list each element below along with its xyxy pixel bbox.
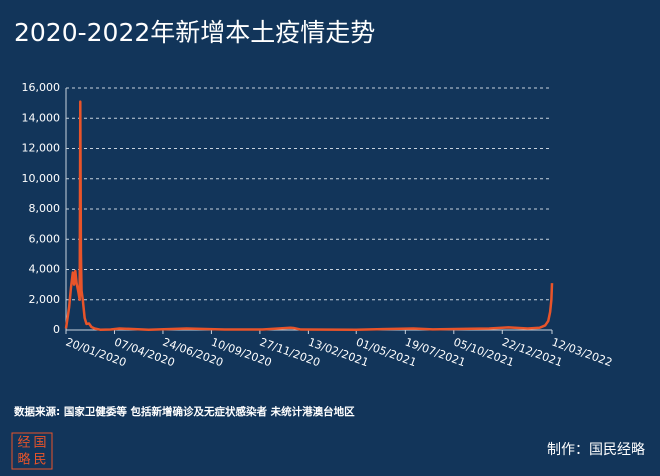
y-tick-label: 14,000	[22, 111, 61, 124]
credit: 制作：国民经略	[547, 442, 645, 458]
y-tick-label: 4,000	[29, 263, 61, 276]
logo-char: 民	[33, 453, 46, 468]
y-tick-label: 0	[53, 323, 60, 336]
logo-char: 略	[17, 452, 30, 468]
chart-title: 2020-2022年新增本土疫情走势	[14, 18, 375, 47]
logo-char: 国	[33, 436, 46, 451]
y-tick-label: 12,000	[22, 142, 61, 155]
y-tick-label: 2,000	[29, 293, 61, 306]
data-line	[64, 100, 554, 331]
y-tick-label: 6,000	[29, 232, 61, 245]
logo-box	[11, 432, 53, 470]
logo-char: 经	[17, 436, 30, 451]
y-tick-label: 10,000	[22, 172, 61, 185]
y-tick-label: 8,000	[29, 202, 61, 215]
y-tick-label: 16,000	[22, 81, 61, 94]
source-note: 数据来源: 国家卫健委等 包括新增确诊及无症状感染者 未统计港澳台地区	[13, 405, 355, 418]
